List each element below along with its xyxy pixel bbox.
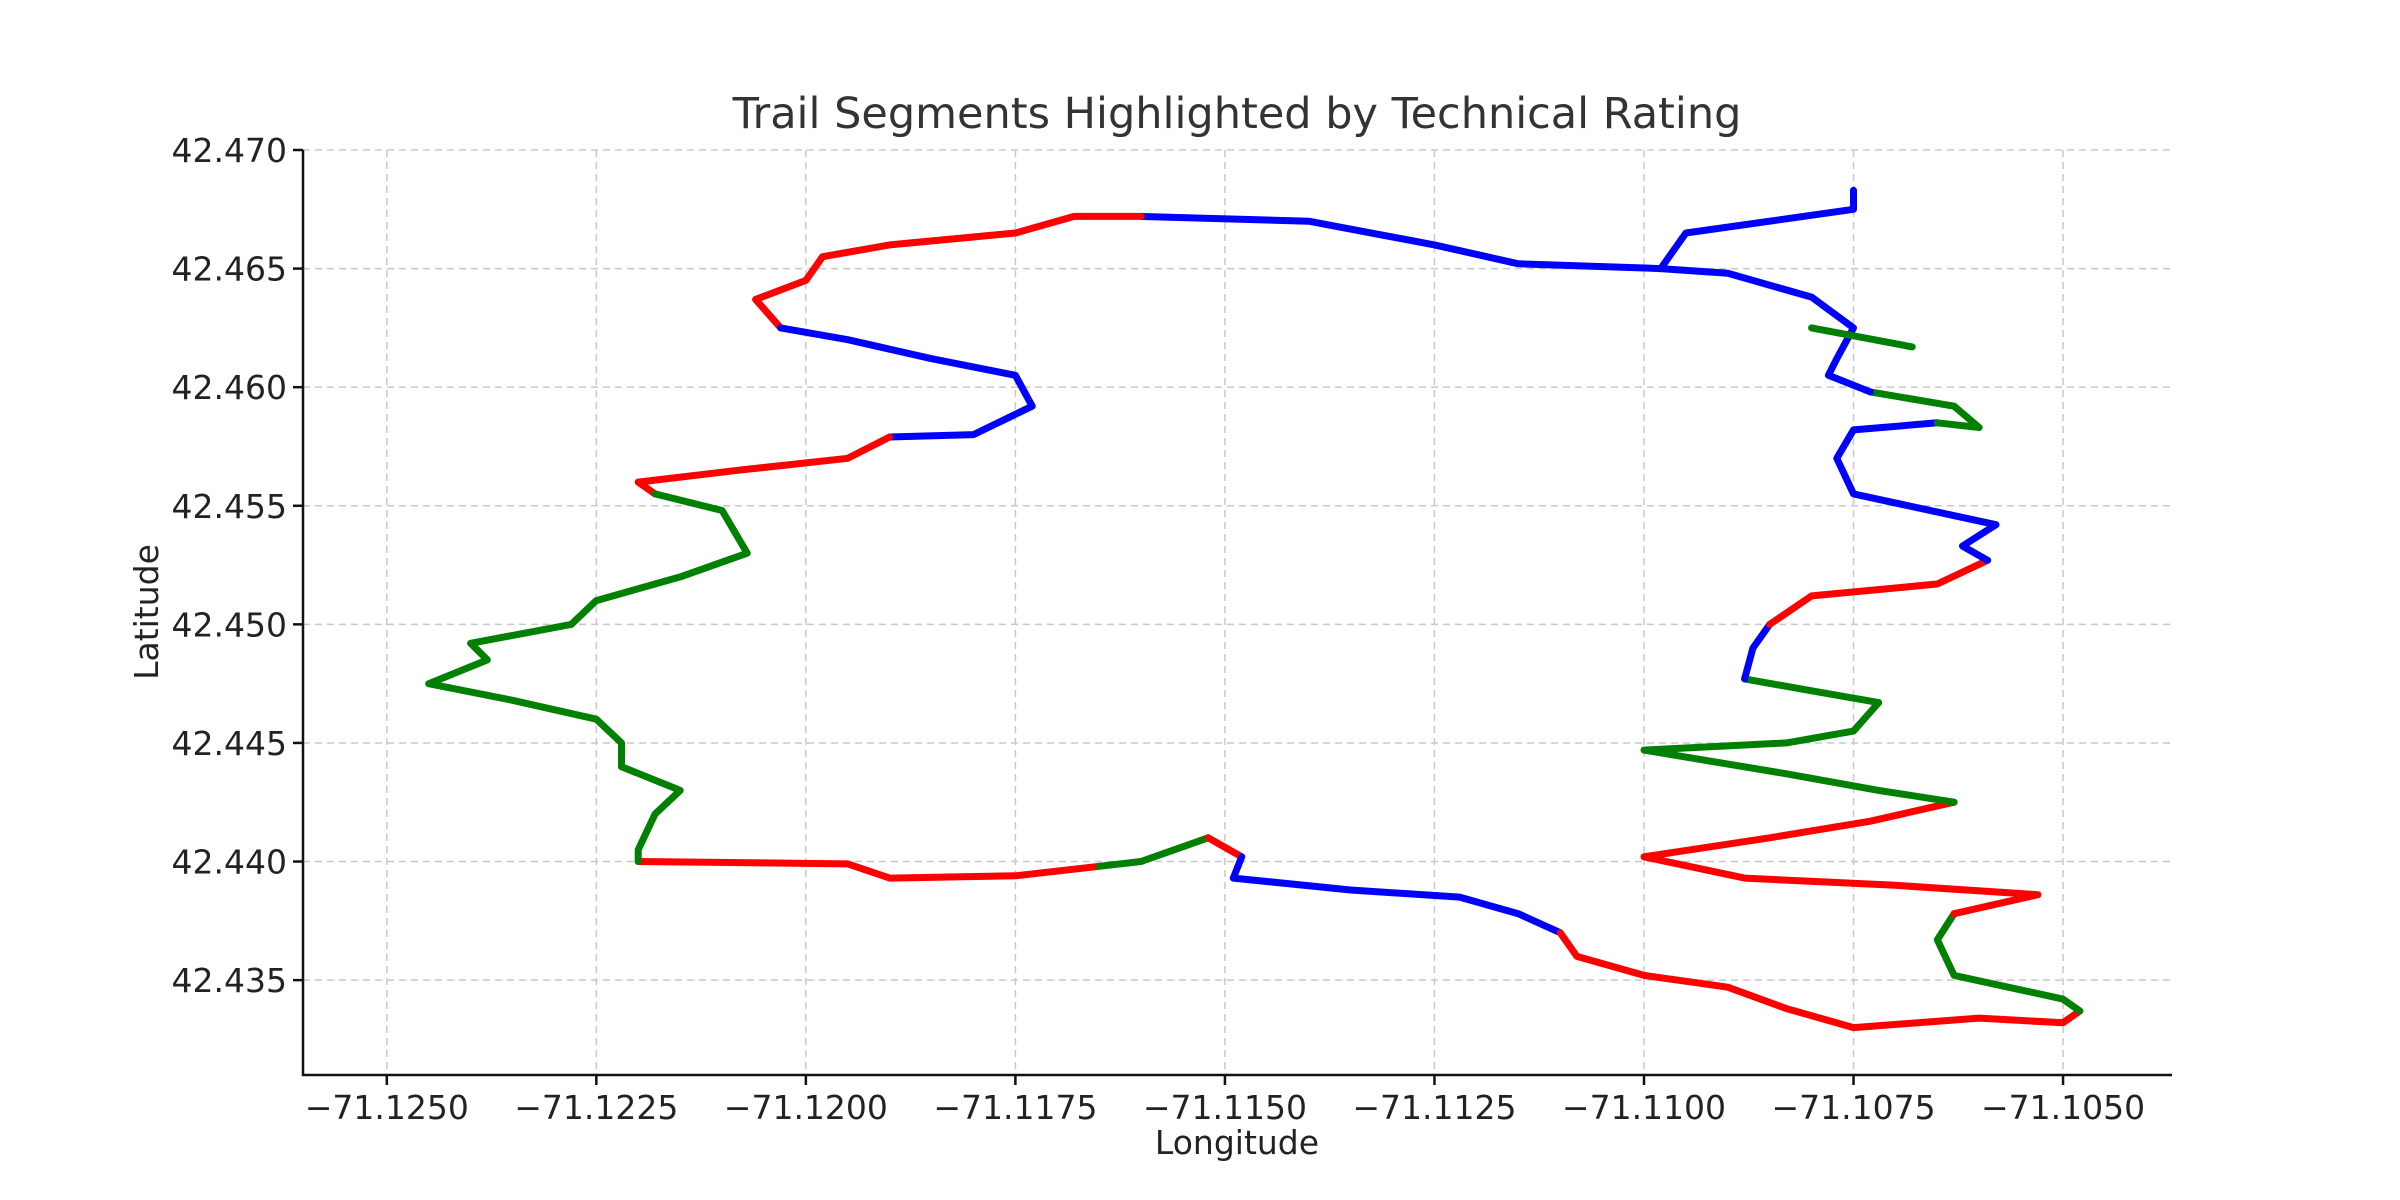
x-tick-label: −71.1175 xyxy=(933,1088,1097,1127)
y-tick-label: 42.460 xyxy=(172,368,287,407)
trail-segment-green xyxy=(1095,834,1212,870)
x-tick-label: −71.1150 xyxy=(1143,1088,1307,1127)
y-tick-label: 42.435 xyxy=(172,961,287,1000)
x-ticks: −71.1250 −71.1225 −71.1200 −71.1175 −71.1150… xyxy=(305,1075,2145,1127)
trail-segment-red xyxy=(634,433,894,498)
trail-segment-blue xyxy=(1657,265,1874,396)
x-tick-label: −71.1125 xyxy=(1352,1088,1516,1127)
trail-segment-green xyxy=(1808,324,1916,351)
trail-segment-red xyxy=(634,858,1103,882)
axes-spine xyxy=(301,150,2172,1077)
x-tick-label: −71.1100 xyxy=(1562,1088,1726,1127)
chart-title: Trail Segments Highlighted by Technical … xyxy=(732,89,1742,139)
y-tick-label: 42.440 xyxy=(172,843,287,882)
x-tick-label: −71.1075 xyxy=(1771,1088,1935,1127)
trail-segment-green xyxy=(1640,675,1958,806)
x-tick-label: −71.1200 xyxy=(724,1088,888,1127)
y-tick-label: 42.470 xyxy=(172,131,287,170)
y-tick-label: 42.455 xyxy=(172,487,287,526)
trail-segment-red xyxy=(1766,556,1992,628)
trail-segment-green xyxy=(1933,910,2084,1015)
trail-segment-red xyxy=(1204,834,1246,861)
trail-segment-red xyxy=(1640,798,2042,918)
x-tick-label: −71.1250 xyxy=(305,1088,469,1127)
trail-segment-blue xyxy=(1137,212,1665,273)
trail-segments xyxy=(425,186,2084,1032)
trail-segment-green xyxy=(425,490,751,865)
trail-segment-blue xyxy=(1229,853,1564,937)
trail-segment-green xyxy=(1866,388,1983,431)
trail-segment-blue xyxy=(777,324,1036,441)
grid-lines xyxy=(303,149,2172,1075)
x-axis-label: Longitude xyxy=(1155,1123,1319,1162)
trail-segment-red xyxy=(752,212,1145,332)
y-tick-label: 42.465 xyxy=(172,250,287,289)
x-tick-label: −71.1225 xyxy=(514,1088,678,1127)
y-ticks: 42.435 42.440 42.445 42.450 42.455 42.460 42.4… xyxy=(172,131,303,1000)
trail-segment-red xyxy=(1556,929,2084,1032)
y-tick-label: 42.450 xyxy=(172,605,287,644)
x-tick-label: −71.1050 xyxy=(1981,1088,2145,1127)
trail-segment-blue xyxy=(1657,186,1857,273)
y-tick-label: 42.445 xyxy=(172,724,287,763)
trail-segment-blue xyxy=(1741,620,1774,683)
axes xyxy=(301,150,2172,1077)
y-axis-label: Latitude xyxy=(127,544,166,680)
trail-segment-blue xyxy=(1833,419,2000,564)
